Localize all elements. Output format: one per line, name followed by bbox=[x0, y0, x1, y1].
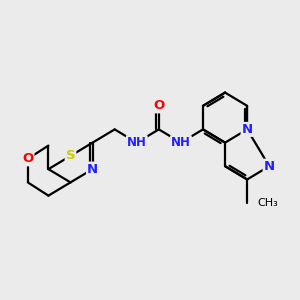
Text: S: S bbox=[66, 149, 75, 162]
Text: O: O bbox=[153, 99, 164, 112]
Text: NH: NH bbox=[127, 136, 147, 149]
Text: CH₃: CH₃ bbox=[257, 198, 278, 208]
Text: N: N bbox=[242, 123, 253, 136]
Text: N: N bbox=[87, 163, 98, 176]
Text: O: O bbox=[22, 152, 33, 165]
Text: NH: NH bbox=[171, 136, 191, 149]
Text: N: N bbox=[264, 160, 275, 173]
